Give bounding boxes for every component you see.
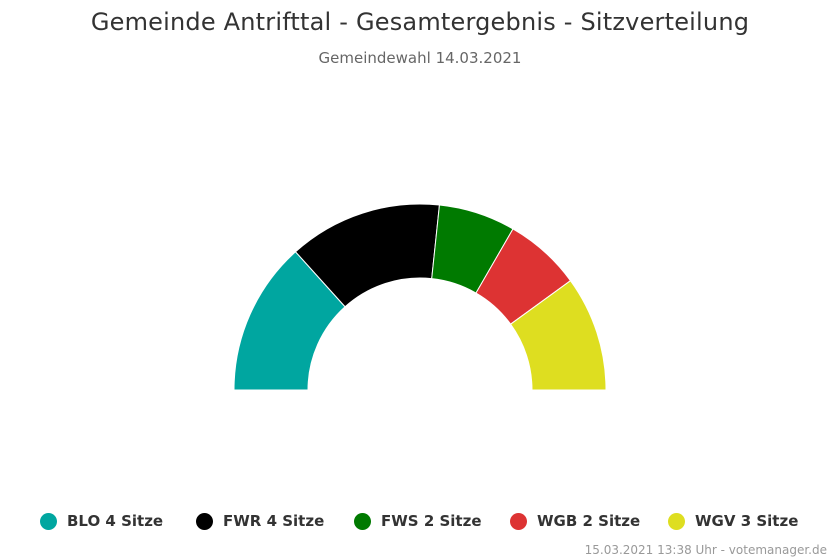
credits-text[interactable]: 15.03.2021 13:38 Uhr - votemanager.de (584, 543, 827, 557)
chart-subtitle: Gemeindewahl 14.03.2021 (318, 49, 522, 67)
legend-item-blo[interactable]: BLO 4 Sitze (40, 512, 163, 530)
legend-dot-icon (510, 512, 527, 530)
legend-item-wgb[interactable]: WGB 2 Sitze (510, 512, 640, 530)
legend: BLO 4 Sitze FWR 4 Sitze FWS 2 Sitze WGB 2 S… (0, 512, 840, 534)
legend-label: FWS 2 Sitze (381, 512, 482, 530)
legend-item-fws[interactable]: FWS 2 Sitze (354, 512, 482, 530)
legend-label: FWR 4 Sitze (223, 512, 325, 530)
legend-dot-icon (196, 512, 213, 530)
legend-label: WGB 2 Sitze (537, 512, 641, 530)
legend-item-wgv[interactable]: WGV 3 Sitze (668, 512, 798, 530)
legend-dot-icon (668, 512, 685, 530)
chart-title: Gemeinde Antrifttal - Gesamtergebnis - S… (90, 8, 750, 36)
legend-label: WGV 3 Sitze (695, 512, 799, 530)
legend-label: BLO 4 Sitze (67, 512, 164, 530)
slice-wgv[interactable] (509, 279, 607, 391)
legend-dot-icon (354, 512, 371, 530)
legend-item-fwr[interactable]: FWR 4 Sitze (196, 512, 324, 530)
legend-dot-icon (40, 512, 57, 530)
